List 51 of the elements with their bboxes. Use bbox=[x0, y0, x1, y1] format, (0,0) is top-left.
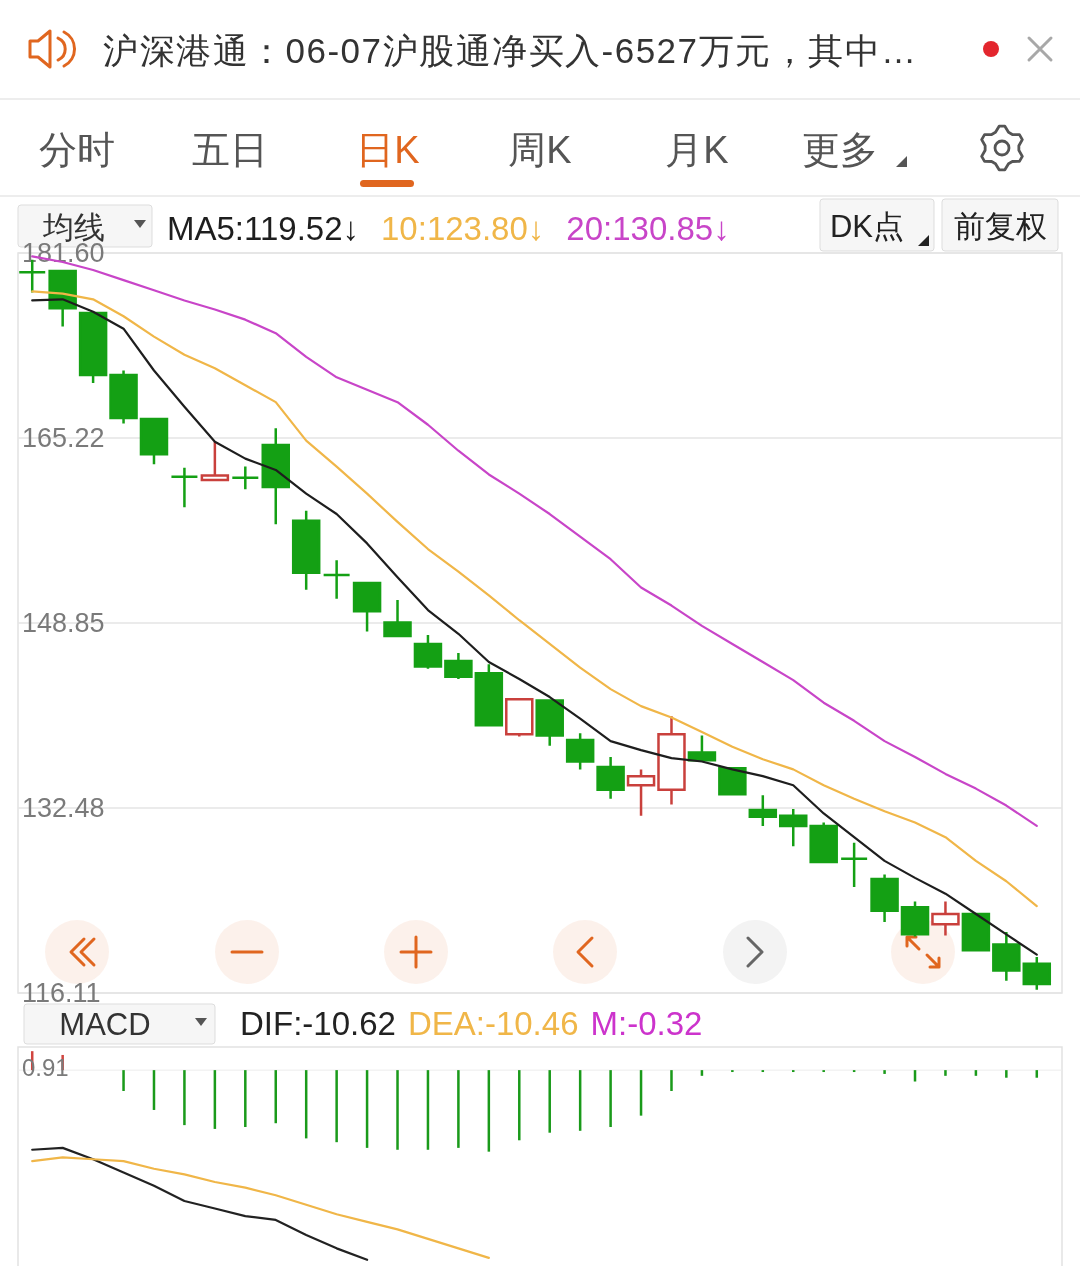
text: 20:130.85↓ bbox=[566, 209, 730, 247]
y-tick-label: 148.85 bbox=[22, 608, 105, 639]
candlestick bbox=[200, 440, 230, 482]
text: MA5:119.52↓ bbox=[167, 209, 360, 247]
candlestick bbox=[322, 559, 351, 601]
text: DIF:-10.62 bbox=[240, 1004, 396, 1042]
text: DK点 bbox=[829, 208, 905, 244]
candlestick bbox=[291, 509, 321, 591]
candlestick bbox=[900, 900, 930, 938]
candlestick bbox=[626, 768, 656, 817]
text: 月K bbox=[665, 129, 729, 171]
candlestick bbox=[565, 731, 595, 771]
candlestick bbox=[170, 466, 199, 509]
candlestick bbox=[1022, 955, 1052, 991]
text: M:-0.32 bbox=[590, 1004, 703, 1042]
y-tick-label: 165.22 bbox=[22, 423, 105, 454]
candlestick bbox=[657, 715, 686, 806]
text: 周K bbox=[508, 129, 572, 171]
text: 更多 bbox=[802, 129, 878, 171]
candlestick bbox=[383, 598, 412, 638]
candlestick bbox=[261, 426, 290, 526]
candlestick bbox=[109, 369, 138, 425]
candlestick bbox=[78, 311, 108, 385]
candlestick bbox=[596, 755, 625, 801]
text: DEA:-10.46 bbox=[407, 1004, 579, 1042]
text: 日K bbox=[356, 129, 420, 171]
annotation: 0.91 bbox=[22, 1053, 69, 1081]
candlestick bbox=[748, 794, 778, 828]
candlestick bbox=[992, 930, 1021, 982]
candlestick bbox=[231, 465, 260, 491]
text: 沪深港通：06-07沪股通净买入-6527万元，其中… bbox=[103, 30, 918, 70]
y-tick-label: 116.11 bbox=[22, 978, 101, 1008]
text: MACD bbox=[59, 1006, 151, 1042]
candlestick bbox=[352, 581, 382, 633]
candlestick bbox=[505, 698, 534, 738]
candlestick bbox=[718, 767, 747, 796]
text: 五日 bbox=[192, 129, 268, 171]
candlestick bbox=[444, 651, 473, 681]
candlestick bbox=[961, 912, 991, 952]
candlestick bbox=[870, 873, 899, 924]
y-tick-label: 132.48 bbox=[22, 793, 105, 824]
text: 10:123.80↓ bbox=[381, 209, 545, 247]
text: 前复权 bbox=[953, 208, 1047, 244]
candlestick bbox=[931, 900, 960, 937]
candlestick bbox=[687, 734, 717, 762]
candlestick bbox=[474, 663, 504, 727]
candlestick bbox=[839, 841, 869, 889]
candlestick bbox=[413, 633, 443, 671]
candlestick bbox=[535, 699, 564, 747]
text: 分时 bbox=[39, 129, 115, 171]
candlestick bbox=[139, 417, 169, 466]
